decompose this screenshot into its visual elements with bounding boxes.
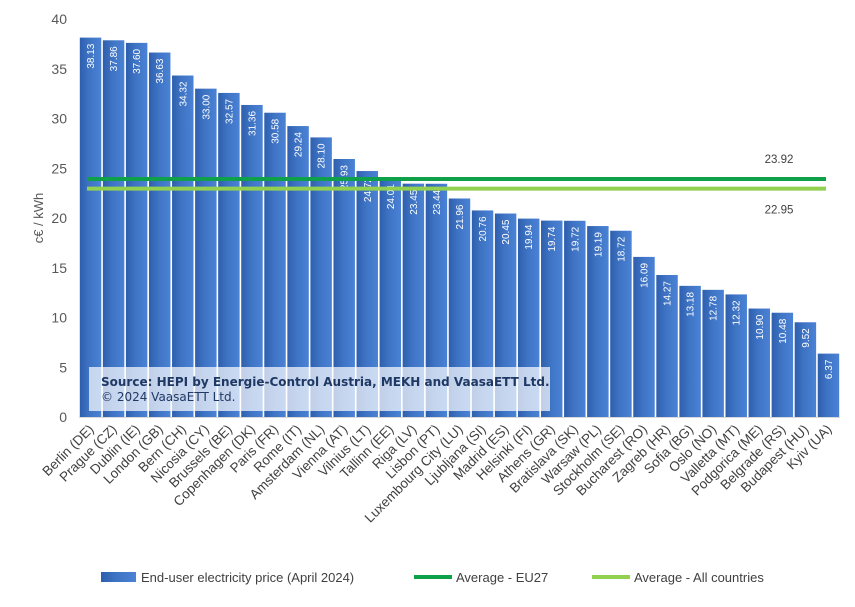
bar bbox=[656, 275, 678, 417]
y-tick-label: 25 bbox=[51, 160, 67, 176]
bar bbox=[587, 226, 609, 417]
bar-value-label: 20.76 bbox=[478, 216, 489, 241]
bar bbox=[817, 353, 840, 417]
bar bbox=[333, 158, 355, 417]
legend-label: Average - EU27 bbox=[456, 570, 548, 585]
y-tick-label: 40 bbox=[51, 11, 67, 27]
bar bbox=[195, 88, 217, 418]
bar-value-label: 24.01 bbox=[386, 184, 397, 209]
bar-value-label: 37.86 bbox=[109, 46, 120, 71]
bar bbox=[494, 213, 517, 417]
bar-value-label: 6.37 bbox=[824, 359, 835, 379]
bar bbox=[218, 92, 240, 417]
average-value-label: 23.92 bbox=[765, 154, 794, 166]
legend-swatch-bar bbox=[101, 572, 136, 582]
bar-value-label: 16.09 bbox=[639, 262, 650, 287]
bar bbox=[425, 183, 448, 417]
bar-value-label: 38.13 bbox=[86, 43, 97, 68]
bar-value-label: 23.45 bbox=[409, 189, 420, 214]
copyright-text: © 2024 VaasaETT Ltd. bbox=[101, 390, 235, 404]
bar bbox=[102, 40, 125, 417]
source-box: Source: HEPI by Energie-Control Austria,… bbox=[89, 367, 550, 411]
bar bbox=[356, 171, 378, 417]
bar-value-label: 19.74 bbox=[547, 226, 558, 251]
bar-value-label: 28.10 bbox=[317, 143, 328, 168]
y-tick-label: 10 bbox=[51, 310, 67, 326]
bar-value-label: 23.44 bbox=[432, 189, 443, 214]
bar bbox=[287, 126, 309, 417]
bar-value-label: 30.58 bbox=[271, 118, 282, 143]
y-tick-label: 0 bbox=[59, 409, 67, 425]
bar-value-label: 21.96 bbox=[455, 204, 466, 229]
bar-value-label: 19.72 bbox=[570, 226, 581, 251]
bar-value-label: 10.90 bbox=[755, 314, 766, 339]
y-tick-label: 35 bbox=[51, 61, 67, 77]
bar bbox=[125, 42, 148, 417]
bar-value-label: 33.00 bbox=[201, 94, 212, 119]
bar bbox=[725, 294, 747, 417]
bar bbox=[402, 183, 425, 417]
bar bbox=[448, 198, 471, 417]
bar bbox=[564, 220, 586, 417]
bars: 38.13 37.86 37.60 36.63 34.32 33.00 32.57 31.36… bbox=[79, 37, 840, 418]
bar-value-label: 13.18 bbox=[686, 291, 697, 316]
y-axis-title: c€ / kWh bbox=[31, 193, 46, 244]
bar bbox=[148, 52, 171, 418]
bar bbox=[310, 137, 332, 417]
bar-value-label: 31.36 bbox=[247, 111, 258, 136]
bar-value-label: 10.48 bbox=[778, 318, 789, 343]
bar-value-label: 18.72 bbox=[616, 236, 627, 261]
source-background bbox=[89, 367, 550, 411]
bar bbox=[610, 230, 632, 417]
bar-value-label: 12.78 bbox=[709, 295, 720, 320]
y-tick-label: 20 bbox=[51, 210, 67, 226]
legend-label: End-user electricity price (April 2024) bbox=[141, 570, 354, 585]
bar bbox=[794, 322, 817, 417]
bar bbox=[633, 256, 655, 417]
bar-value-label: 19.94 bbox=[524, 224, 535, 249]
average-lines: 23.92 22.95 bbox=[87, 154, 826, 217]
source-text: Source: HEPI by Energie-Control Austria,… bbox=[101, 375, 550, 389]
y-tick-label: 15 bbox=[51, 260, 67, 276]
bar bbox=[79, 37, 102, 417]
bar-value-label: 36.63 bbox=[155, 58, 166, 83]
bar-value-label: 19.19 bbox=[593, 232, 604, 257]
y-tick-label: 30 bbox=[51, 111, 67, 127]
average-value-label: 22.95 bbox=[765, 205, 794, 217]
bar bbox=[379, 178, 402, 417]
y-tick-label: 5 bbox=[59, 359, 67, 375]
bar bbox=[241, 104, 263, 417]
bar-value-label: 34.32 bbox=[178, 81, 189, 106]
legend: End-user electricity price (April 2024) A… bbox=[101, 570, 764, 585]
bar bbox=[771, 312, 794, 417]
bar-value-label: 14.27 bbox=[663, 281, 674, 306]
bar bbox=[172, 75, 194, 418]
bar-value-label: 20.45 bbox=[501, 219, 512, 244]
bar bbox=[702, 289, 724, 417]
bar-value-label: 29.24 bbox=[294, 132, 305, 157]
bar-value-label: 32.57 bbox=[224, 98, 235, 123]
legend-label: Average - All countries bbox=[634, 570, 764, 585]
bar-value-label: 37.60 bbox=[132, 48, 143, 73]
bar bbox=[471, 210, 494, 417]
bar bbox=[679, 285, 701, 417]
bar-value-label: 9.52 bbox=[801, 328, 812, 348]
bar bbox=[748, 308, 771, 417]
bar-value-label: 12.32 bbox=[732, 300, 743, 325]
